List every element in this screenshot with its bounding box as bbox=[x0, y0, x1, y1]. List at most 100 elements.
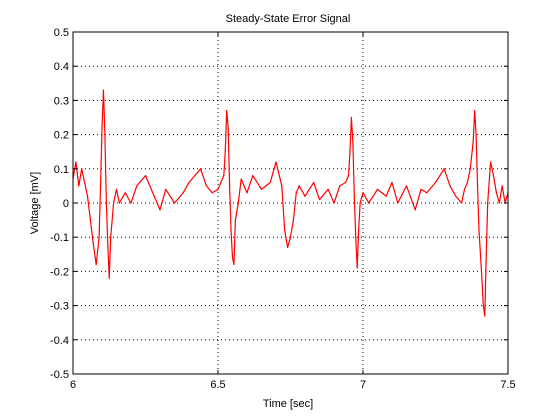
data-point bbox=[220, 181, 222, 184]
data-point bbox=[484, 315, 486, 317]
data-point bbox=[86, 195, 89, 197]
data-point bbox=[339, 185, 341, 187]
data-point bbox=[397, 202, 399, 204]
data-point bbox=[287, 246, 289, 249]
data-point bbox=[362, 192, 364, 194]
y-tick-label: 0.1 bbox=[54, 164, 69, 176]
data-point bbox=[479, 253, 482, 255]
grid bbox=[73, 32, 508, 374]
data-point bbox=[487, 202, 489, 204]
data-point bbox=[492, 175, 495, 177]
data-point bbox=[434, 181, 437, 184]
data-point bbox=[229, 185, 231, 187]
data-point bbox=[376, 188, 379, 190]
data-point bbox=[194, 175, 196, 177]
data-point bbox=[275, 161, 277, 163]
y-tick-label: 0.5 bbox=[54, 27, 69, 39]
data-point bbox=[84, 181, 86, 184]
data-point bbox=[292, 219, 294, 221]
data-point bbox=[240, 178, 242, 180]
data-point bbox=[200, 168, 202, 170]
data-point bbox=[350, 116, 352, 119]
y-tick-label: 0.2 bbox=[54, 130, 69, 142]
data-point bbox=[347, 175, 350, 177]
data-point bbox=[153, 195, 155, 197]
series-layer bbox=[72, 89, 509, 317]
data-point bbox=[99, 185, 102, 187]
y-tick-label: -0.5 bbox=[50, 369, 69, 381]
data-point bbox=[98, 236, 100, 238]
data-point bbox=[333, 202, 335, 204]
y-axis-title: Voltage [mV] bbox=[29, 172, 41, 234]
data-point bbox=[405, 185, 408, 187]
y-tick-label: -0.4 bbox=[50, 335, 69, 347]
data-point bbox=[414, 209, 416, 211]
data-point bbox=[92, 243, 94, 245]
data-point bbox=[105, 202, 107, 204]
series-line bbox=[72, 89, 509, 317]
data-point bbox=[313, 181, 315, 184]
y-tick-label: 0.4 bbox=[54, 61, 69, 73]
data-point bbox=[246, 192, 248, 194]
data-point bbox=[227, 127, 229, 129]
data-point bbox=[289, 236, 292, 238]
data-point bbox=[426, 192, 428, 194]
data-point bbox=[482, 305, 484, 307]
data-point bbox=[205, 185, 207, 187]
data-point bbox=[472, 140, 474, 143]
data-point bbox=[95, 263, 97, 266]
y-tick-label: 0 bbox=[63, 198, 69, 210]
data-point bbox=[485, 253, 487, 255]
data-point bbox=[115, 188, 118, 190]
data-point bbox=[223, 175, 225, 177]
y-tick-label: -0.3 bbox=[50, 301, 69, 313]
data-point bbox=[113, 202, 115, 204]
data-point bbox=[75, 161, 77, 163]
x-tick-label: 6 bbox=[70, 379, 76, 391]
data-point bbox=[269, 181, 271, 184]
data-point bbox=[318, 198, 321, 201]
data-point bbox=[358, 229, 360, 231]
data-point bbox=[101, 127, 103, 129]
data-point bbox=[89, 219, 91, 221]
data-point bbox=[124, 192, 126, 194]
data-point bbox=[463, 188, 466, 190]
data-point bbox=[107, 243, 109, 245]
data-point bbox=[298, 185, 300, 187]
data-point bbox=[461, 202, 463, 204]
data-point bbox=[420, 188, 422, 190]
data-point bbox=[352, 140, 354, 143]
data-point bbox=[353, 195, 355, 197]
data-point bbox=[136, 185, 138, 187]
data-point bbox=[104, 134, 106, 136]
data-point bbox=[159, 209, 161, 211]
data-point bbox=[481, 277, 483, 279]
data-point bbox=[385, 195, 387, 197]
x-axis-title: Time [sec] bbox=[263, 398, 313, 410]
data-point bbox=[102, 89, 105, 91]
x-tick-label: 6.5 bbox=[210, 379, 225, 391]
data-point bbox=[474, 110, 476, 112]
data-point bbox=[224, 151, 226, 153]
data-point bbox=[345, 181, 347, 184]
data-point bbox=[284, 229, 286, 231]
data-point bbox=[455, 195, 457, 197]
data-point bbox=[304, 195, 306, 197]
data-point bbox=[165, 188, 167, 190]
data-point bbox=[182, 192, 184, 194]
data-point bbox=[349, 151, 351, 153]
data-point bbox=[211, 192, 213, 194]
data-point bbox=[295, 192, 297, 194]
data-point bbox=[233, 263, 235, 266]
data-point bbox=[281, 185, 283, 187]
data-point bbox=[391, 181, 393, 184]
data-point bbox=[230, 229, 232, 231]
data-point bbox=[478, 229, 480, 231]
data-point bbox=[108, 277, 110, 279]
data-point bbox=[231, 257, 234, 259]
y-tick-label: 0.3 bbox=[54, 95, 69, 107]
data-point bbox=[327, 188, 329, 190]
data-point bbox=[368, 202, 370, 204]
